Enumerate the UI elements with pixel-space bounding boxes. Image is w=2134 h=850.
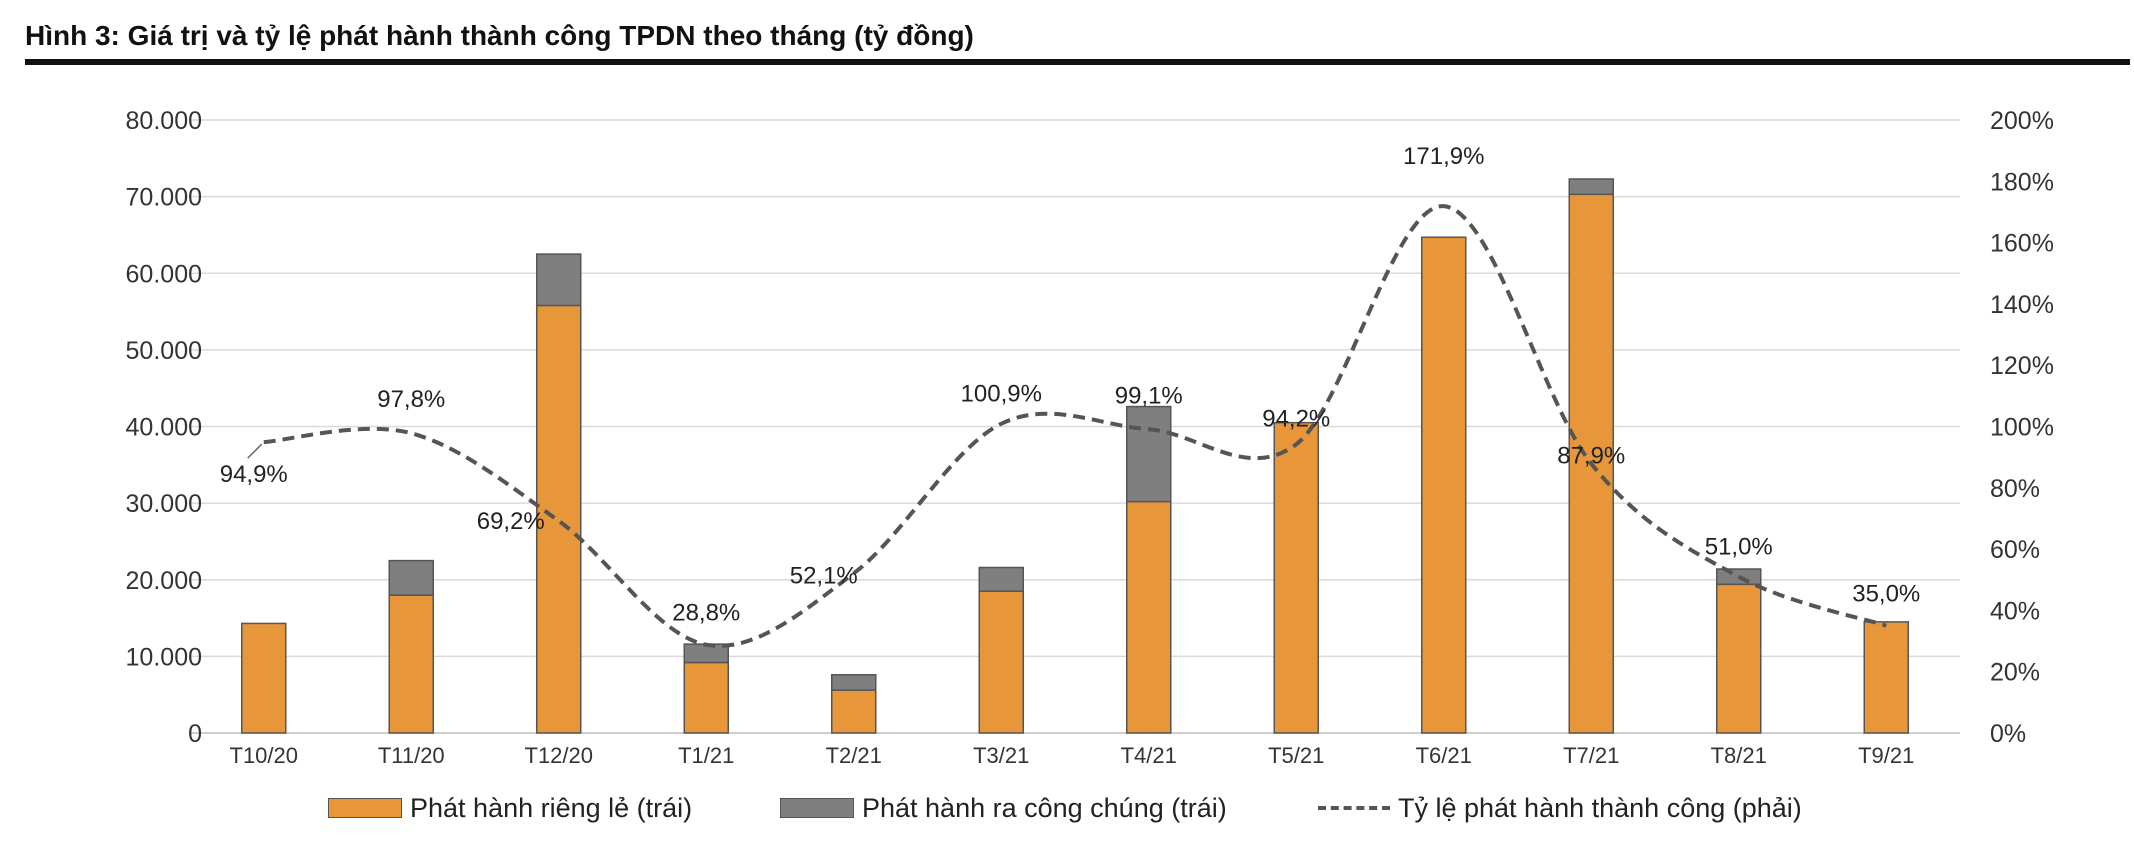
ratio-data-label: 69,2% — [477, 508, 545, 535]
right-axis-tick-label: 100% — [1990, 414, 2054, 442]
ratio-line — [263, 204, 1887, 648]
bar-private — [1421, 236, 1467, 734]
legend-item-public: Phát hành ra công chúng (trái) — [780, 788, 1227, 828]
legend-item-private: Phát hành riêng lẻ (trái) — [328, 788, 692, 828]
x-axis-tick-label: T9/21 — [1858, 743, 1914, 768]
ratio-data-label: 87,9% — [1557, 443, 1625, 470]
bar-private — [241, 622, 287, 734]
right-axis-tick-label: 140% — [1990, 291, 2054, 319]
bar-public — [536, 253, 582, 307]
bar-private — [1716, 583, 1762, 734]
x-axis-tick-label: T10/20 — [230, 743, 299, 768]
bar-public — [683, 643, 729, 664]
bar-private — [1273, 421, 1319, 734]
left-axis-tick-label: 50.000 — [126, 337, 202, 365]
ratio-data-label: 51,0% — [1705, 534, 1773, 561]
bar-public — [978, 566, 1024, 592]
bar-private — [978, 590, 1024, 734]
right-axis-tick-label: 0% — [1990, 720, 2026, 748]
bar-public — [1568, 178, 1614, 196]
left-axis-tick-label: 70.000 — [126, 184, 202, 212]
chart-title: Hình 3: Giá trị và tỷ lệ phát hành thành… — [25, 20, 974, 51]
bar-private — [1863, 621, 1909, 734]
legend-item-ratio: Tỷ lệ phát hành thành công (phải) — [1318, 788, 1802, 828]
left-axis-tick-label: 0 — [188, 720, 202, 748]
right-axis-tick-label: 120% — [1990, 352, 2054, 380]
left-axis-tick-label: 40.000 — [126, 414, 202, 442]
x-axis-tick-label: T6/21 — [1416, 743, 1472, 768]
ratio-data-label: 94,2% — [1262, 405, 1330, 432]
x-axis-tick-label: T7/21 — [1563, 743, 1619, 768]
right-axis-tick-label: 160% — [1990, 230, 2054, 258]
left-axis-tick-label: 60.000 — [126, 260, 202, 288]
x-axis-tick-label: T8/21 — [1711, 743, 1767, 768]
x-axis-tick-label: T12/20 — [525, 743, 594, 768]
ratio-data-label: 35,0% — [1852, 581, 1920, 608]
x-axis-tick-label: T2/21 — [826, 743, 882, 768]
left-axis-tick-label: 20.000 — [126, 567, 202, 595]
ratio-data-label: 171,9% — [1403, 143, 1484, 170]
legend-swatch-private — [328, 798, 402, 818]
bar-private — [536, 304, 582, 734]
legend-swatch-public — [780, 798, 854, 818]
legend-label-ratio: Tỷ lệ phát hành thành công (phải) — [1398, 792, 1802, 823]
legend-swatch-ratio — [1318, 806, 1390, 810]
right-axis-tick-label: 200% — [1990, 107, 2054, 135]
left-axis-tick-label: 80.000 — [126, 107, 202, 135]
ratio-data-label: 28,8% — [672, 600, 740, 627]
bar-private — [683, 661, 729, 734]
bar-private — [831, 689, 877, 734]
legend-label-private: Phát hành riêng lẻ (trái) — [410, 792, 693, 823]
x-axis-tick-label: T1/21 — [678, 743, 734, 768]
right-axis-tick-label: 180% — [1990, 168, 2054, 196]
ratio-data-label: 52,1% — [790, 562, 858, 589]
x-axis-tick-label: T5/21 — [1268, 743, 1324, 768]
bar-private — [1126, 500, 1172, 734]
right-axis-tick-label: 20% — [1990, 659, 2040, 687]
left-axis-tick-label: 10.000 — [126, 643, 202, 671]
ratio-data-label: 94,9% — [220, 461, 288, 488]
chart-legend: Phát hành riêng lẻ (trái) Phát hành ra c… — [0, 788, 2134, 828]
bar-public — [831, 674, 877, 691]
title-divider — [25, 59, 2130, 65]
right-axis-tick-label: 80% — [1990, 475, 2040, 503]
ratio-data-label: 100,9% — [961, 381, 1042, 408]
label-leader-line — [247, 443, 263, 459]
x-axis-tick-label: T3/21 — [973, 743, 1029, 768]
right-axis-tick-label: 40% — [1990, 597, 2040, 625]
chart-canvas: 0 10.000 20.000 30.000 40.000 50.000 60.000 70.… — [126, 107, 2054, 768]
ratio-data-label: 99,1% — [1115, 382, 1183, 409]
left-axis-tick-label: 30.000 — [126, 490, 202, 518]
ratio-data-label: 97,8% — [377, 386, 445, 413]
bar-public — [1126, 405, 1172, 503]
right-axis-tick-label: 60% — [1990, 536, 2040, 564]
legend-label-public: Phát hành ra công chúng (trái) — [862, 792, 1227, 823]
x-axis-tick-label: T4/21 — [1121, 743, 1177, 768]
bar-public — [388, 559, 434, 596]
bar-private — [388, 594, 434, 734]
x-axis-tick-label: T11/20 — [378, 743, 445, 768]
